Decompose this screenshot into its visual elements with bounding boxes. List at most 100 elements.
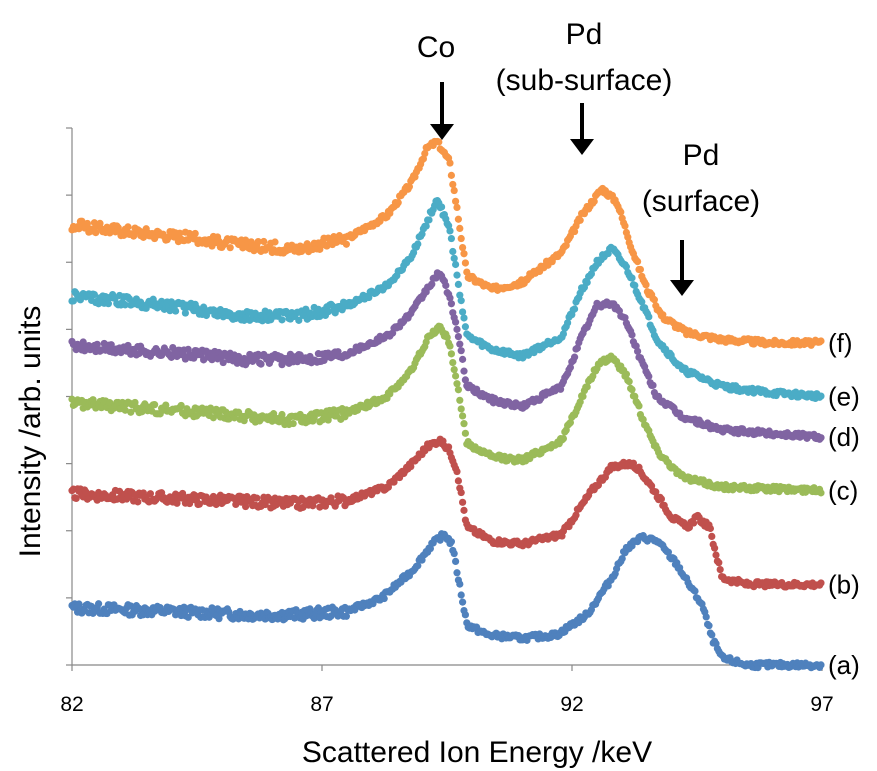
data-point xyxy=(460,314,467,321)
data-point xyxy=(271,238,278,245)
annotation-label: Pd xyxy=(683,139,720,172)
data-point xyxy=(449,359,456,366)
data-point xyxy=(626,378,633,385)
series-a xyxy=(68,530,824,671)
data-point xyxy=(425,216,432,223)
data-point xyxy=(446,342,453,349)
data-point xyxy=(707,525,714,532)
data-point xyxy=(456,341,463,348)
data-point xyxy=(452,372,459,379)
data-point xyxy=(451,550,458,557)
data-point xyxy=(455,216,462,223)
data-point xyxy=(455,386,462,393)
series-label: (d) xyxy=(828,422,860,452)
data-point xyxy=(571,305,578,312)
data-point xyxy=(95,600,102,607)
data-point xyxy=(637,266,644,273)
data-point xyxy=(182,309,189,316)
data-point xyxy=(453,380,460,387)
data-point xyxy=(151,401,158,408)
data-point xyxy=(451,187,458,194)
data-point xyxy=(634,348,641,355)
data-point xyxy=(458,297,465,304)
data-point xyxy=(260,238,267,245)
data-point xyxy=(452,198,459,205)
data-point xyxy=(446,159,453,166)
data-point xyxy=(617,208,624,215)
data-point xyxy=(227,244,234,251)
data-point xyxy=(462,430,469,437)
data-point xyxy=(290,420,297,427)
x-tick-label: 92 xyxy=(560,693,583,716)
data-point xyxy=(459,499,466,506)
data-point xyxy=(343,613,350,620)
data-point xyxy=(455,281,462,288)
data-point xyxy=(455,333,462,340)
data-point xyxy=(105,300,112,307)
x-tick-label: 97 xyxy=(810,693,833,716)
data-point xyxy=(703,613,710,620)
data-point xyxy=(690,519,697,526)
x-tick-label: 87 xyxy=(310,693,333,716)
data-point xyxy=(462,323,469,330)
data-point xyxy=(452,558,459,565)
data-point xyxy=(460,507,467,514)
data-point xyxy=(458,347,465,354)
data-point xyxy=(448,350,455,357)
data-point xyxy=(453,272,460,279)
data-point xyxy=(628,274,635,281)
data-point xyxy=(628,331,635,338)
data-point xyxy=(691,587,698,594)
data-point xyxy=(460,368,467,375)
data-point xyxy=(635,402,642,409)
series-label: (f) xyxy=(828,328,853,358)
data-point xyxy=(124,223,131,230)
annotation-arrow-head xyxy=(430,124,454,140)
data-point xyxy=(459,599,466,606)
data-point xyxy=(459,412,466,419)
data-point xyxy=(645,373,652,380)
data-point xyxy=(452,319,459,326)
data-point xyxy=(631,282,638,289)
data-point xyxy=(560,435,567,442)
data-point xyxy=(395,199,402,206)
annotation-sublabel: (sub-surface) xyxy=(496,64,673,97)
data-point xyxy=(452,261,459,268)
data-point xyxy=(253,494,260,501)
series-label: (b) xyxy=(828,569,860,599)
data-point xyxy=(448,300,455,307)
data-point xyxy=(715,559,722,566)
data-point xyxy=(571,354,578,361)
data-point xyxy=(817,434,824,441)
data-point xyxy=(712,551,719,558)
data-point xyxy=(817,489,824,496)
data-point xyxy=(705,622,712,629)
data-point xyxy=(456,580,463,587)
data-point xyxy=(459,308,466,315)
data-point xyxy=(257,361,264,368)
data-point xyxy=(717,566,724,573)
data-point xyxy=(414,240,421,247)
label-layer: (a) (b) (c) (d) (e) (f) xyxy=(828,328,860,680)
data-point xyxy=(453,326,460,333)
annotation-label: Pd xyxy=(566,18,603,51)
data-point xyxy=(458,489,465,496)
data-point xyxy=(448,235,455,242)
data-point xyxy=(708,631,715,638)
data-point xyxy=(192,230,199,237)
y-axis-title: Intensity /arb. units xyxy=(14,306,47,558)
data-point xyxy=(458,405,465,412)
data-point xyxy=(628,386,635,393)
data-point xyxy=(459,356,466,363)
data-point xyxy=(458,235,465,242)
data-point xyxy=(451,366,458,373)
annotation-label: Co xyxy=(417,31,455,64)
data-point xyxy=(134,498,141,505)
data-point xyxy=(621,222,628,229)
data-point xyxy=(645,313,652,320)
data-point xyxy=(649,382,656,389)
data-point xyxy=(817,337,824,344)
annotation-sublabel: (surface) xyxy=(642,185,760,218)
data-point xyxy=(711,545,718,552)
